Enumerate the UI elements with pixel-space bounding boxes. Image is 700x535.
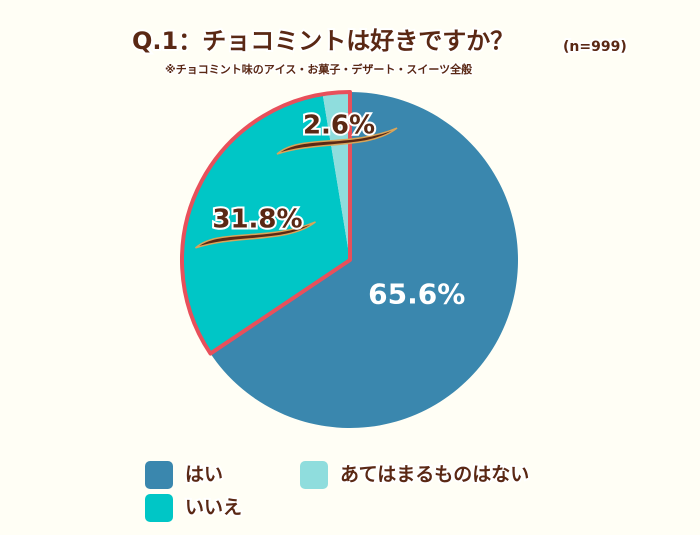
highlight-outline xyxy=(180,90,352,356)
data-label: 2.6% xyxy=(303,111,375,141)
legend-label: はい xyxy=(185,464,223,486)
title-note: (n=999) xyxy=(563,39,627,55)
label-swoosh xyxy=(194,221,316,249)
data-label: 65.6% xyxy=(368,278,465,311)
pie-slice xyxy=(210,92,518,429)
legend-swatch xyxy=(145,494,173,522)
legend-swatch xyxy=(145,461,173,489)
data-label: 31.8% xyxy=(212,204,302,234)
legend-swatch xyxy=(300,461,328,489)
pie-slice xyxy=(322,92,350,260)
legend-label: あてはまるものはない xyxy=(340,464,529,486)
label-swoosh xyxy=(276,127,398,155)
pie-slice xyxy=(182,94,350,354)
chart-title: Q.1：チョコミントは好きですか？ xyxy=(132,27,514,55)
chart-subtitle: ※チョコミント味のアイス・お菓子・デザート・スイーツ全般 xyxy=(165,62,472,76)
legend-label: いいえ xyxy=(185,497,242,519)
